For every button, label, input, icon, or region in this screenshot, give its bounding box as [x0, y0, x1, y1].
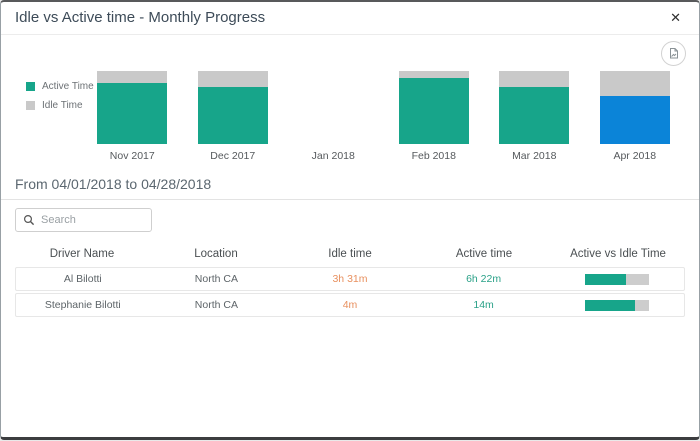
idle-time-swatch	[26, 101, 35, 110]
column-header-driver-name: Driver Name	[49, 248, 115, 260]
bar-segment-active	[197, 87, 268, 144]
export-image-button[interactable]	[661, 41, 686, 66]
chart-category-label: Mar 2018	[512, 150, 557, 162]
idle-time-cell: 3h 31m	[332, 273, 368, 285]
chart-category-label: Nov 2017	[109, 150, 155, 162]
location-cell: North CA	[194, 299, 238, 311]
chart-slot-feb-2018: Feb 2018	[384, 71, 485, 162]
chart-plot-area: Nov 2017 Dec 2017 Jan 2018 Feb 2018 Mar 2018…	[82, 68, 699, 162]
chart-toolbar	[1, 35, 699, 68]
bar-segment-active	[499, 87, 570, 144]
chart-slot-nov-2017: Nov 2017	[82, 71, 183, 162]
active-time-cell: 6h 22m	[466, 273, 502, 285]
location-cell: North CA	[194, 273, 238, 285]
bar-segment-idle	[599, 71, 670, 96]
export-image-icon	[667, 47, 680, 60]
active-vs-idle-progressbar	[585, 273, 650, 285]
chart-slot-dec-2017: Dec 2017	[183, 71, 284, 162]
column-header-location: Location	[194, 248, 238, 260]
table-header-row: Driver Name Location Idle time Active time A…	[15, 243, 685, 265]
legend-item-active-time[interactable]: Active Time	[26, 81, 94, 92]
legend-item-idle-time[interactable]: Idle Time	[26, 100, 94, 111]
legend-label: Idle Time	[42, 100, 83, 111]
driver-name-cell: Al Bilotti	[63, 273, 102, 285]
search-icon	[23, 214, 41, 226]
progressbar-fill	[585, 273, 627, 285]
period-heading: From 04/01/2018 to 04/28/2018	[1, 176, 699, 200]
legend-label: Active Time	[42, 81, 94, 92]
column-header-active-vs-idle-time: Active vs Idle Time	[570, 248, 666, 260]
active-vs-idle-cell	[550, 299, 684, 311]
modal-header: Idle vs Active time - Monthly Progress ✕	[1, 2, 699, 35]
bar-segment-active	[398, 77, 469, 144]
chart-bar-dec-2017[interactable]	[197, 71, 268, 144]
search-box	[15, 208, 152, 232]
progressbar-fill	[585, 299, 636, 311]
active-time-swatch	[26, 82, 35, 91]
bar-segment-idle	[97, 71, 168, 83]
chart-slot-jan-2018: Jan 2018	[283, 71, 384, 162]
chart-category-label: Apr 2018	[613, 150, 657, 162]
chart-category-label: Feb 2018	[411, 150, 456, 162]
bar-segment-active	[599, 95, 670, 144]
chart-bar-nov-2017[interactable]	[97, 71, 168, 144]
active-time-cell: 14m	[473, 299, 494, 311]
bar-segment-idle	[398, 71, 469, 78]
chart-slot-apr-2018: Apr 2018	[585, 71, 686, 162]
search-input[interactable]	[41, 214, 144, 226]
stacked-bar-chart: Active Time Idle Time Nov 2017 Dec 2017 Ja…	[1, 68, 699, 163]
chart-bar-feb-2018[interactable]	[398, 71, 469, 144]
bar-segment-active	[97, 82, 168, 144]
column-header-active-time: Active time	[455, 248, 513, 260]
driver-name-cell: Stephanie Bilotti	[44, 299, 121, 311]
chart-slot-mar-2018: Mar 2018	[484, 71, 585, 162]
modal-title: Idle vs Active time - Monthly Progress	[15, 9, 266, 26]
table-row[interactable]: Stephanie Bilotti North CA 4m 14m	[15, 293, 685, 317]
chart-category-label: Jan 2018	[311, 150, 355, 162]
chart-bar-apr-2018[interactable]	[599, 71, 670, 144]
table-row[interactable]: Al Bilotti North CA 3h 31m 6h 22m	[15, 267, 685, 291]
column-header-idle-time: Idle time	[328, 248, 372, 260]
chart-legend: Active Time Idle Time	[26, 81, 94, 119]
bar-segment-idle	[197, 71, 268, 88]
idle-time-cell: 4m	[342, 299, 358, 311]
active-vs-idle-cell	[550, 273, 684, 285]
drivers-table: Driver Name Location Idle time Active time A…	[15, 243, 685, 317]
chart-bar-mar-2018[interactable]	[499, 71, 570, 144]
table-body: Al Bilotti North CA 3h 31m 6h 22m Stephanie …	[15, 267, 685, 317]
chart-category-label: Dec 2017	[210, 150, 256, 162]
close-icon[interactable]: ✕	[670, 2, 681, 34]
bar-segment-idle	[499, 71, 570, 88]
active-vs-idle-progressbar	[585, 299, 650, 311]
